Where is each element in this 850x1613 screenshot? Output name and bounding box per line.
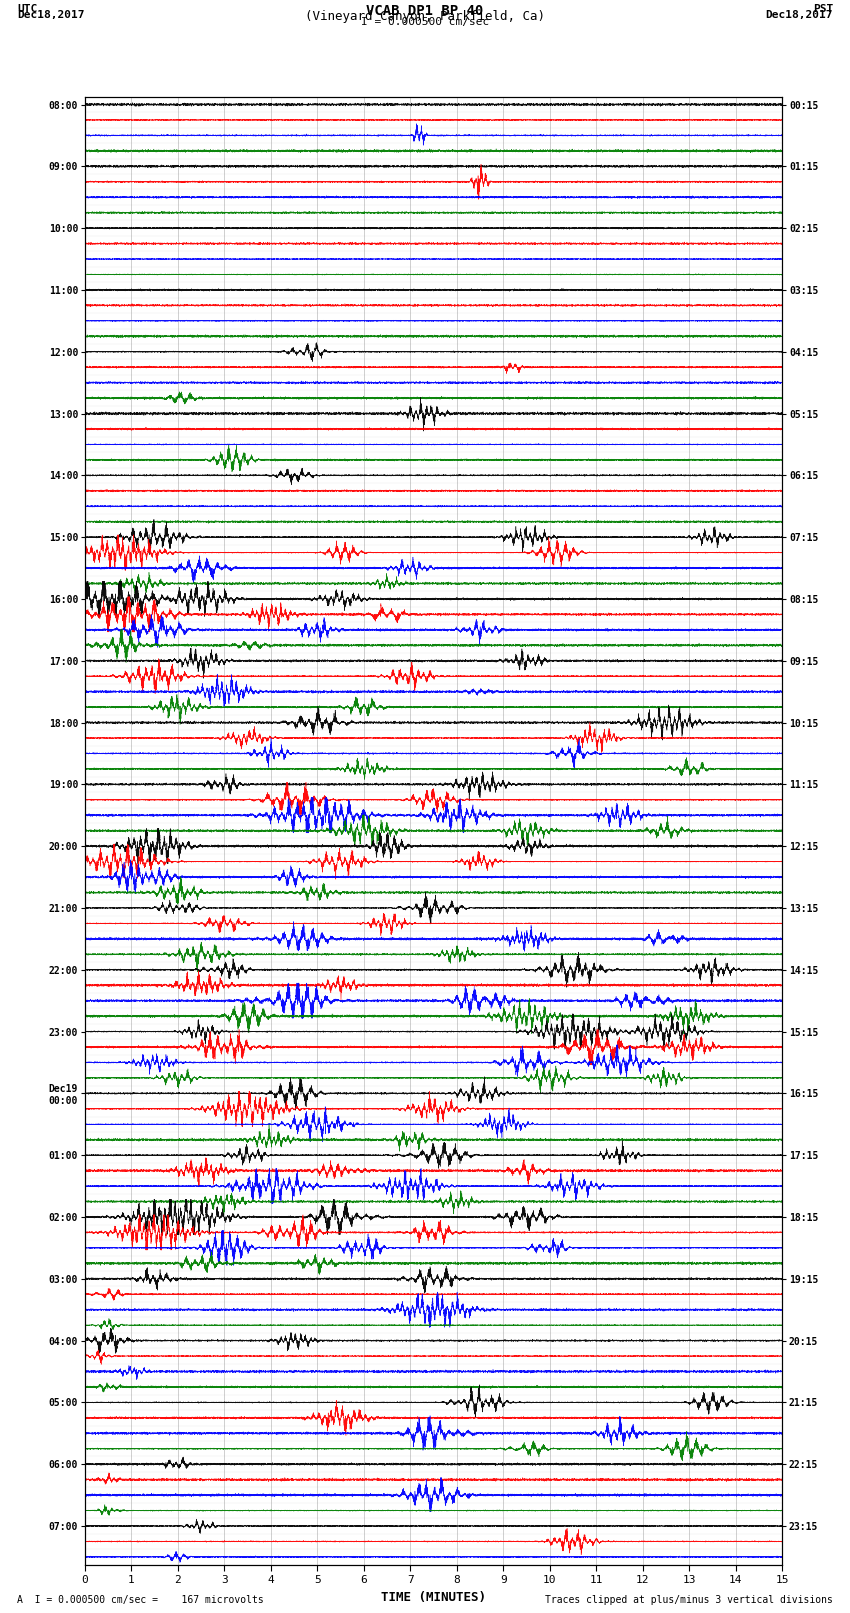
Text: Dec18,2017: Dec18,2017 <box>766 11 833 21</box>
Text: I = 0.000500 cm/sec: I = 0.000500 cm/sec <box>361 18 489 27</box>
X-axis label: TIME (MINUTES): TIME (MINUTES) <box>381 1590 486 1603</box>
Text: Dec18,2017: Dec18,2017 <box>17 11 84 21</box>
Text: VCAB DP1 BP 40: VCAB DP1 BP 40 <box>366 5 484 18</box>
Text: UTC: UTC <box>17 5 37 15</box>
Text: A  I = 0.000500 cm/sec =    167 microvolts: A I = 0.000500 cm/sec = 167 microvolts <box>17 1595 264 1605</box>
Text: PST: PST <box>813 5 833 15</box>
Text: (Vineyard Canyon, Parkfield, Ca): (Vineyard Canyon, Parkfield, Ca) <box>305 11 545 24</box>
Text: Traces clipped at plus/minus 3 vertical divisions: Traces clipped at plus/minus 3 vertical … <box>545 1595 833 1605</box>
